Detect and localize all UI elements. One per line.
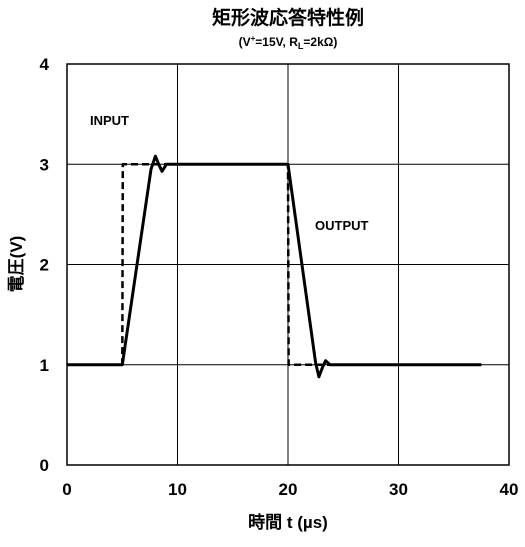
y-tick-label: 4 <box>40 55 50 74</box>
subtitle-sub: L <box>298 41 304 51</box>
x-tick-label: 40 <box>500 480 519 499</box>
annotation-output: OUTPUT <box>315 218 369 233</box>
subtitle-mid: =15V, R <box>255 35 298 49</box>
y-axis-label: 電圧(V) <box>7 236 26 293</box>
y-tick-label: 1 <box>40 356 49 375</box>
series-line-output <box>67 154 482 379</box>
annotation-input: INPUT <box>90 113 129 128</box>
x-tick-label: 0 <box>62 480 71 499</box>
subtitle-prefix: (V <box>239 35 251 49</box>
chart-subtitle: (V+=15V, RL=2kΩ) <box>239 34 338 51</box>
x-tick-label: 20 <box>279 480 298 499</box>
subtitle-suffix: =2kΩ) <box>303 35 337 49</box>
chart-title: 矩形波応答特性例 <box>212 6 364 29</box>
subtitle-sup: + <box>251 34 256 43</box>
y-tick-label: 0 <box>40 456 49 475</box>
tick-labels: 0 10 20 30 40 0 1 2 3 4 <box>40 55 519 499</box>
plot-border <box>66 63 510 466</box>
x-tick-label: 10 <box>168 480 187 499</box>
y-tick-label: 3 <box>40 155 49 174</box>
x-tick-label: 30 <box>389 480 408 499</box>
x-axis-label: 時間 t (µs) <box>248 512 328 532</box>
y-tick-label: 2 <box>40 256 49 275</box>
series-layer <box>67 154 482 379</box>
